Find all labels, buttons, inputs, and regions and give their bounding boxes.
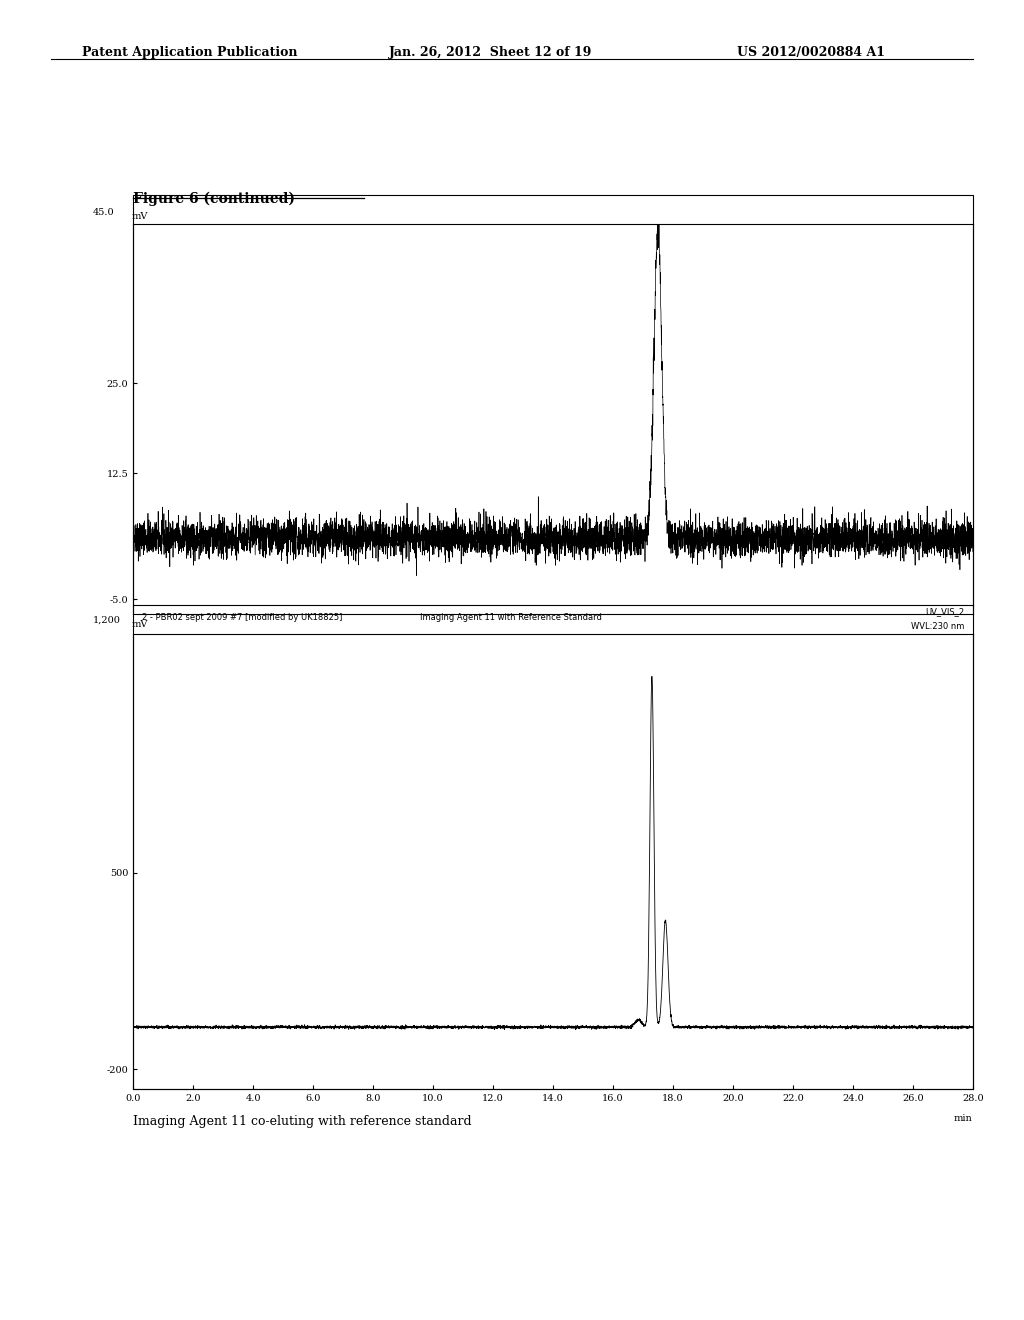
Text: WVL:230 nm: WVL:230 nm xyxy=(911,622,965,631)
Text: Figure 6 (continued): Figure 6 (continued) xyxy=(133,191,295,206)
Text: mV: mV xyxy=(131,620,147,630)
Text: min: min xyxy=(954,1114,973,1123)
Text: 2 - PBR02 sept 2009 #7 [modified by UK18825]: 2 - PBR02 sept 2009 #7 [modified by UK18… xyxy=(141,612,342,622)
Text: Imaging Agent 11 co-eluting with reference standard: Imaging Agent 11 co-eluting with referen… xyxy=(133,1115,472,1129)
Text: UV_VIS_2: UV_VIS_2 xyxy=(926,607,965,616)
Text: Jan. 26, 2012  Sheet 12 of 19: Jan. 26, 2012 Sheet 12 of 19 xyxy=(389,46,593,59)
Text: 1 - PBR02 sept 2009 #7 [modified by UK18825]: 1 - PBR02 sept 2009 #7 [modified by UK18… xyxy=(141,206,342,214)
Text: 45.0: 45.0 xyxy=(93,207,115,216)
Text: Patent Application Publication: Patent Application Publication xyxy=(82,46,297,59)
Text: RADIO 1: RADIO 1 xyxy=(930,206,965,214)
Text: mV: mV xyxy=(131,211,147,220)
Text: US 2012/0020884 A1: US 2012/0020884 A1 xyxy=(737,46,886,59)
Text: 1,200: 1,200 xyxy=(93,615,121,624)
Text: Imaging Agent 11 with Reference Standard: Imaging Agent 11 with Reference Standard xyxy=(420,206,602,214)
Text: Imaging Agent 11 with Reference Standard: Imaging Agent 11 with Reference Standard xyxy=(420,612,602,622)
